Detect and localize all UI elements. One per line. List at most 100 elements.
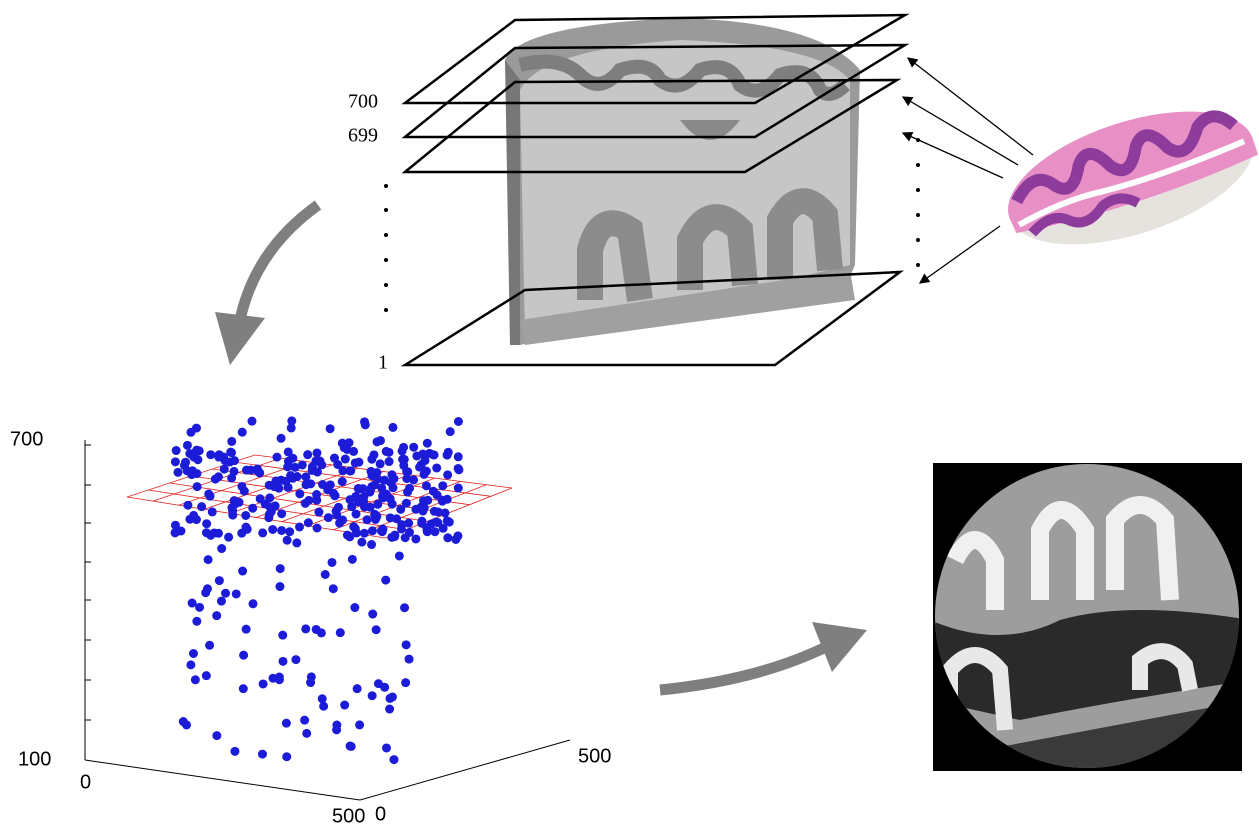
point — [206, 531, 215, 540]
point — [192, 617, 201, 626]
axis-label: 700 — [10, 428, 43, 450]
point — [215, 576, 224, 585]
point — [405, 655, 414, 664]
point — [388, 692, 397, 701]
point — [183, 441, 192, 450]
point — [350, 603, 359, 612]
point — [399, 443, 408, 452]
point — [226, 448, 235, 457]
point — [255, 468, 264, 477]
point — [372, 625, 381, 634]
point — [220, 465, 229, 474]
point — [345, 532, 354, 541]
point — [212, 731, 221, 740]
point — [326, 424, 335, 433]
point — [186, 660, 195, 669]
point — [360, 417, 369, 426]
slice-label: 700 — [348, 91, 378, 113]
axis-label: 500 — [332, 805, 365, 827]
point — [202, 519, 211, 528]
point — [189, 511, 198, 520]
point — [172, 446, 181, 455]
point — [443, 533, 452, 542]
point — [355, 720, 364, 729]
point — [368, 526, 377, 535]
point — [238, 567, 247, 576]
point — [380, 683, 389, 692]
axis-label: 500 — [578, 745, 611, 767]
point — [258, 750, 267, 759]
point — [304, 496, 313, 505]
point — [191, 675, 200, 684]
point — [313, 468, 322, 477]
point — [268, 525, 277, 534]
point — [242, 625, 251, 634]
point — [400, 603, 409, 612]
point — [401, 533, 410, 542]
point — [345, 495, 354, 504]
point — [395, 551, 404, 560]
point — [186, 428, 195, 437]
point — [439, 524, 448, 533]
point — [277, 526, 286, 535]
point — [417, 460, 426, 469]
point — [354, 458, 363, 467]
point — [212, 611, 221, 620]
point — [281, 477, 290, 486]
point — [197, 502, 206, 511]
point — [346, 466, 355, 475]
point — [208, 507, 217, 516]
point — [454, 452, 463, 461]
point — [173, 468, 182, 477]
point — [171, 521, 180, 530]
point — [454, 484, 463, 493]
point — [420, 503, 429, 512]
point — [402, 640, 411, 649]
point — [259, 679, 268, 688]
point — [335, 519, 344, 528]
brain-volume — [505, 18, 860, 345]
arrow-head — [215, 312, 265, 365]
point — [258, 528, 267, 537]
point — [224, 533, 233, 542]
figure: 700 699 1 700 100 0 500 0 500 — [0, 0, 1259, 831]
point — [432, 463, 441, 472]
point — [319, 702, 328, 711]
point — [185, 449, 194, 458]
point — [183, 501, 192, 510]
point — [295, 489, 304, 498]
point — [399, 461, 408, 470]
point — [215, 450, 224, 459]
point — [427, 519, 436, 528]
point — [446, 427, 455, 436]
point — [248, 599, 257, 608]
point — [295, 522, 304, 531]
point — [311, 456, 320, 465]
point — [239, 684, 248, 693]
point — [206, 450, 215, 459]
point — [318, 694, 327, 703]
point — [227, 437, 236, 446]
point — [301, 624, 310, 633]
point — [202, 671, 211, 680]
point — [276, 564, 285, 573]
point — [373, 500, 382, 509]
point — [385, 457, 394, 466]
point — [306, 479, 315, 488]
point — [230, 747, 239, 756]
point — [327, 558, 336, 567]
point — [417, 519, 426, 528]
point — [217, 544, 226, 553]
point — [409, 443, 418, 452]
point — [382, 743, 391, 752]
point — [389, 474, 398, 483]
slice-label: 699 — [348, 125, 378, 147]
point — [306, 678, 315, 687]
section-arrows — [903, 58, 1033, 283]
point — [230, 467, 239, 476]
point — [341, 455, 350, 464]
point — [396, 505, 405, 514]
point — [283, 536, 292, 545]
point — [312, 448, 321, 457]
point — [438, 497, 447, 506]
